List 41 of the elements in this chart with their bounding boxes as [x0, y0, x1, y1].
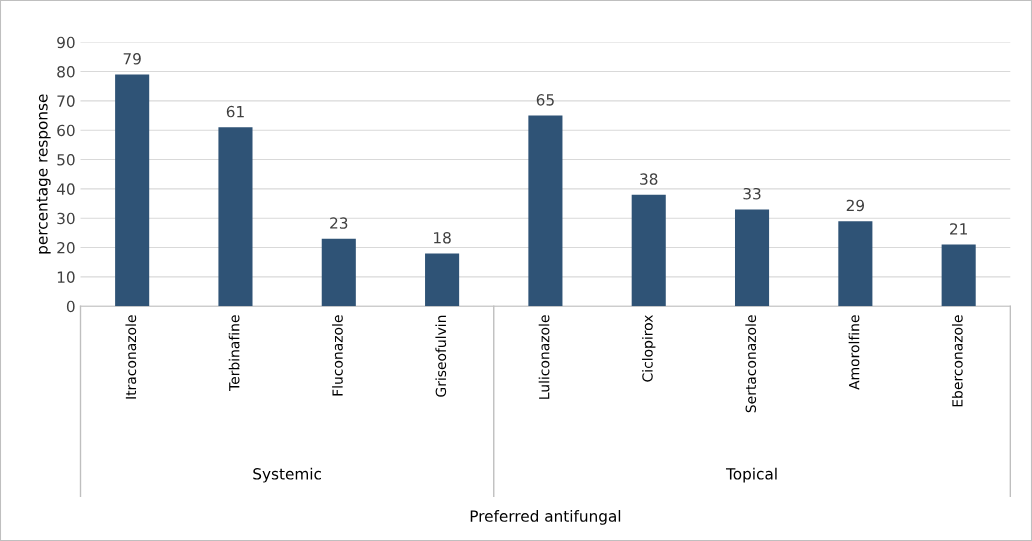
x-tick-label: Eberconazole	[951, 315, 963, 407]
x-tick-label: Sertaconazole	[745, 315, 757, 413]
y-tick-label: 10	[57, 271, 75, 283]
y-tick-label: 0	[66, 300, 75, 313]
bar	[734, 209, 770, 307]
data-label: 38	[640, 173, 658, 185]
bar	[528, 115, 563, 307]
x-tick-label: Griseofulvin	[435, 315, 447, 397]
bar	[321, 238, 356, 307]
x-tick-label: Terbinafine	[228, 315, 240, 392]
data-label: 29	[846, 199, 864, 212]
data-label: 65	[536, 94, 554, 106]
x-tick-label: Fluconazole	[332, 315, 343, 396]
text: Preferred antifungal	[470, 510, 621, 525]
data-label: 18	[434, 231, 451, 244]
text: Systemic	[253, 467, 321, 483]
data-label: 21	[950, 223, 967, 235]
y-tick-label: 50	[57, 154, 75, 166]
data-label: 61	[226, 105, 244, 118]
y-axis-title: percentage response	[36, 94, 51, 254]
y-tick-label: 90	[57, 36, 75, 49]
y-tick-label: 70	[57, 95, 75, 107]
bar	[631, 194, 666, 307]
data-label: 79	[123, 53, 141, 65]
data-label: 23	[330, 217, 348, 229]
y-tick-label: 40	[56, 183, 75, 195]
bar	[115, 74, 150, 307]
text: Topical	[725, 467, 777, 483]
x-tick-label: Itraconazole	[125, 315, 137, 399]
x-tick-label: Amorolfine	[848, 315, 860, 390]
y-tick-label: 80	[57, 66, 75, 78]
bar	[941, 244, 976, 307]
y-tick-label: 60	[57, 124, 75, 137]
bar	[425, 253, 460, 307]
bar	[218, 127, 253, 307]
x-tick-label: Luliconazole	[538, 315, 550, 399]
y-tick-label: 30	[57, 212, 75, 225]
bar	[838, 221, 873, 307]
y-tick-label: 20	[57, 242, 75, 254]
x-tick-label: Ciclopirox	[642, 315, 656, 382]
data-label: 33	[743, 187, 761, 200]
